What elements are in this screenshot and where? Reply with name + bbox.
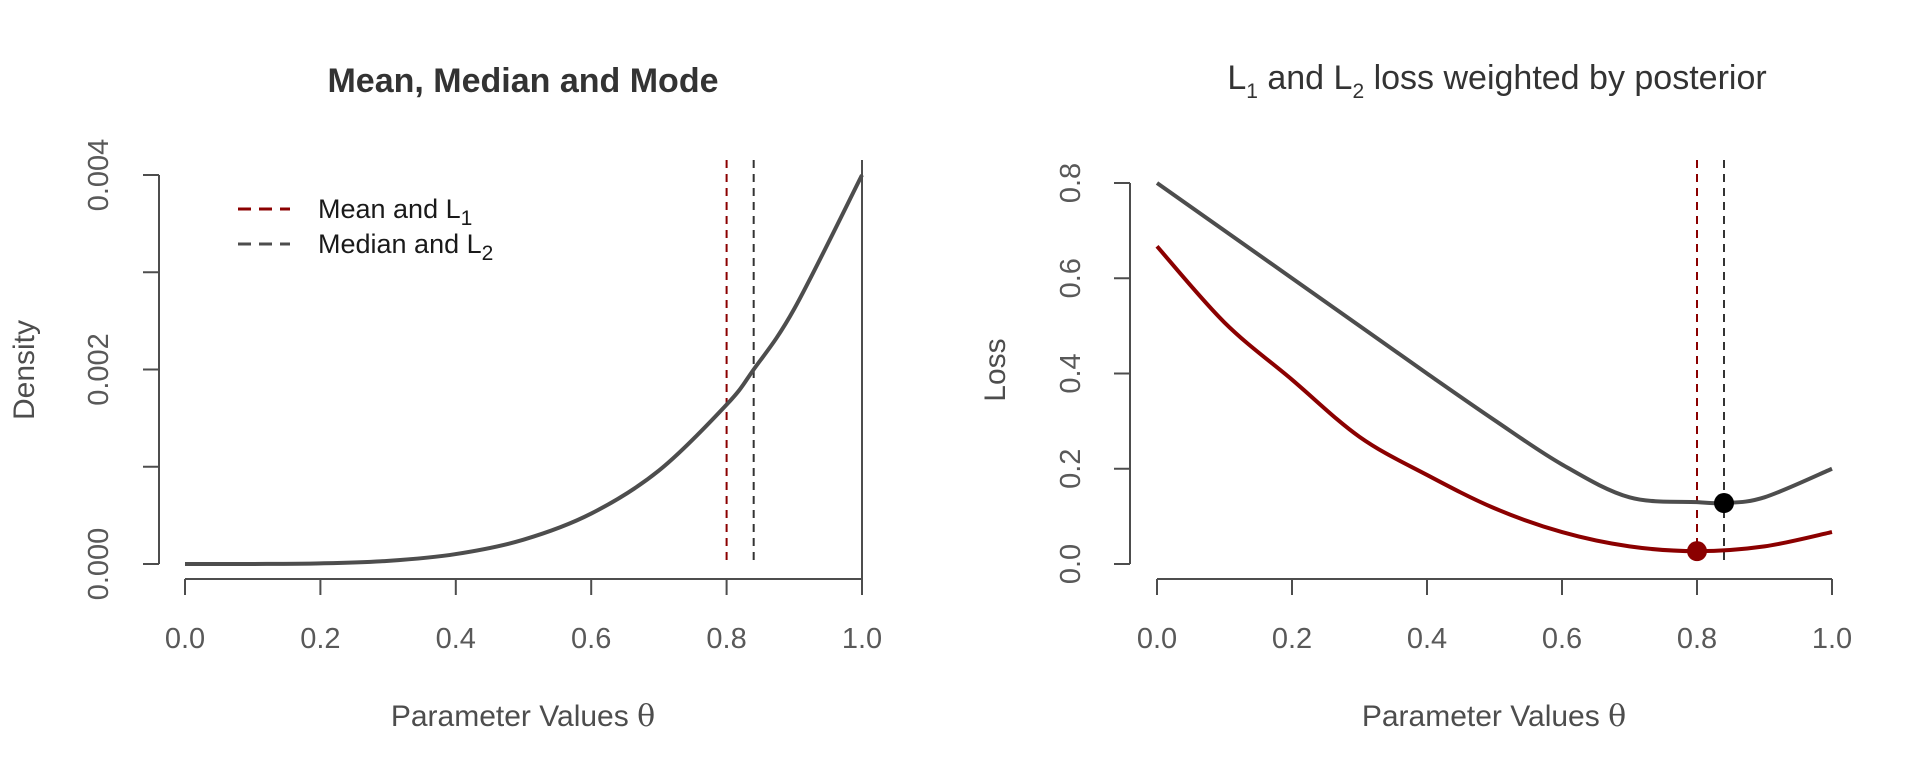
right-title-sub2: 2: [1352, 80, 1364, 103]
legend-label-median-sub: 2: [482, 242, 494, 265]
right-title-part1: L: [1227, 59, 1246, 97]
left-x-tick-label: 0.6: [571, 623, 611, 655]
legend-label-mean: Mean and L1: [318, 194, 472, 230]
right-title-part2: and L: [1258, 59, 1353, 97]
legend-label-mean-sub: 1: [461, 207, 473, 230]
right-x-tick-label: 0.0: [1137, 623, 1177, 655]
legend-label-mean-text: Mean and L: [318, 194, 461, 224]
right-title-part3: loss weighted by posterior: [1364, 59, 1767, 97]
right-y-tick-label: 0.2: [1055, 449, 1087, 489]
right-title: L1 and L2 loss weighted by posterior: [1227, 59, 1766, 103]
left-x-label-symbol: θ: [637, 699, 655, 734]
left-series-line-0: [184, 174, 864, 567]
right-x-tick-label: 0.4: [1407, 623, 1447, 655]
right-x-tick-label: 0.8: [1677, 623, 1717, 655]
left-x-label-text: Parameter Values: [391, 700, 637, 733]
right-x-label: Parameter Values θ: [1362, 699, 1626, 734]
left-x-tick-label: 1.0: [842, 623, 882, 655]
right-point-1: [1714, 493, 1734, 514]
right-x-tick-label: 1.0: [1812, 623, 1852, 655]
right-series-line-1: [1155, 245, 1833, 554]
left-title: Mean, Median and Mode: [327, 62, 718, 100]
left-y-tick-label: 0.002: [83, 333, 115, 406]
legend-label-median: Median and L2: [318, 229, 493, 265]
left-curves: [184, 174, 864, 567]
right-panel: L1 and L2 loss weighted by posterior 0.0…: [979, 59, 1852, 734]
left-y-tick-label: 0.004: [83, 139, 115, 212]
right-x-tick-label: 0.2: [1272, 623, 1312, 655]
right-x-ticks: 0.0 0.2 0.4 0.6 0.8 1.0: [1137, 579, 1852, 655]
right-y-ticks: 0.0 0.2 0.4 0.6 0.8: [1055, 163, 1130, 584]
right-point-0: [1687, 541, 1707, 562]
right-y-label: Loss: [979, 338, 1012, 401]
right-y-tick-label: 0.4: [1055, 353, 1087, 393]
legend-label-median-text: Median and L: [318, 229, 482, 259]
right-points: [1687, 493, 1734, 562]
left-y-ticks: 0.000 0.002 0.004: [83, 139, 159, 601]
left-panel: Mean, Median and Mode 0.000 0.002 0.004 0.…: [8, 62, 882, 734]
left-vlines: [725, 160, 755, 564]
right-y-tick-label: 0.6: [1055, 258, 1087, 298]
left-x-ticks: 0.0 0.2 0.4 0.6 0.8 1.0: [165, 579, 882, 655]
left-y-tick-label: 0.000: [83, 528, 115, 601]
right-y-tick-label: 0.0: [1055, 544, 1087, 584]
left-x-tick-label: 0.2: [300, 623, 340, 655]
right-series-line-0: [1155, 181, 1833, 506]
left-x-tick-label: 0.8: [706, 623, 746, 655]
left-y-label: Density: [8, 320, 41, 420]
left-x-tick-label: 0.0: [165, 623, 205, 655]
right-x-tick-label: 0.6: [1542, 623, 1582, 655]
right-y-tick-label: 0.8: [1055, 163, 1087, 203]
left-x-label: Parameter Values θ: [391, 699, 655, 734]
left-x-tick-label: 0.4: [436, 623, 476, 655]
right-title-sub1: 1: [1246, 80, 1258, 103]
right-x-label-text: Parameter Values: [1362, 700, 1608, 733]
right-x-label-symbol: θ: [1608, 699, 1626, 734]
legend: Mean and L1 Median and L2: [238, 194, 493, 265]
